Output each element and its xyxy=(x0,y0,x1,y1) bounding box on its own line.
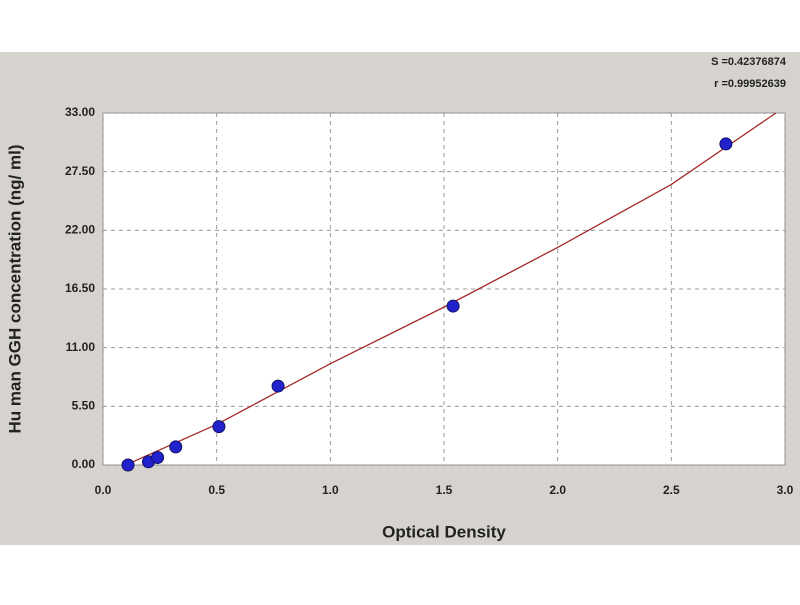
y-tick-label: 0.00 xyxy=(72,457,96,471)
y-tick-label: 22.00 xyxy=(65,223,95,237)
y-axis-label: Hu man GGH concentration (ng/ ml) xyxy=(5,144,24,433)
x-tick-label: 2.0 xyxy=(549,483,566,497)
annotation: r =0.99952639 xyxy=(714,78,786,90)
x-tick-label: 1.0 xyxy=(322,483,339,497)
y-tick-label: 16.50 xyxy=(65,281,95,295)
annotation: S =0.42376874 xyxy=(711,56,787,68)
x-axis-label: Optical Density xyxy=(382,522,506,541)
x-tick-label: 0.0 xyxy=(95,483,112,497)
y-tick-label: 33.00 xyxy=(65,105,95,119)
data-point xyxy=(121,458,135,472)
data-point xyxy=(719,137,733,151)
x-tick-label: 3.0 xyxy=(777,483,794,497)
x-tick-label: 2.5 xyxy=(663,483,680,497)
x-tick-label: 0.5 xyxy=(208,483,225,497)
data-point xyxy=(169,440,183,454)
data-point xyxy=(212,420,226,434)
y-tick-label: 11.00 xyxy=(66,340,96,354)
data-point xyxy=(151,451,165,465)
data-point xyxy=(271,379,285,393)
y-tick-label: 5.50 xyxy=(72,399,96,413)
x-tick-label: 1.5 xyxy=(436,483,453,497)
data-point xyxy=(446,299,460,313)
y-tick-label: 27.50 xyxy=(65,164,95,178)
